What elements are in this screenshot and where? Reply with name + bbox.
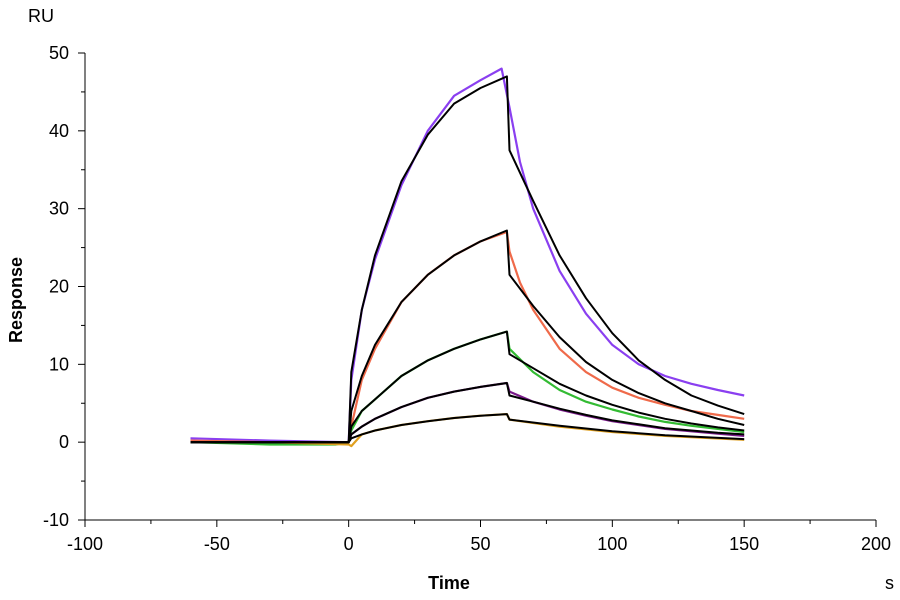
x-tick-label: 200 xyxy=(861,534,891,554)
y-axis-title: Response xyxy=(6,257,26,343)
x-tick-label: 100 xyxy=(597,534,627,554)
data-curve xyxy=(190,67,745,444)
x-axis-title: Time xyxy=(428,573,470,593)
y-tick-label: -10 xyxy=(43,510,69,530)
y-tick-label: 10 xyxy=(49,354,69,374)
y-tick-label: 40 xyxy=(49,121,69,141)
fit-curve xyxy=(190,382,745,444)
x-tick-label: -100 xyxy=(67,534,103,554)
series-group xyxy=(190,67,745,448)
x-unit-label: s xyxy=(885,573,894,593)
data-curve xyxy=(190,230,745,444)
y-tick-label: 0 xyxy=(59,432,69,452)
fit-curve xyxy=(190,75,745,444)
fit-curve xyxy=(190,330,745,444)
x-tick-label: -50 xyxy=(204,534,230,554)
y-tick-label: 30 xyxy=(49,199,69,219)
fit-curve xyxy=(190,229,745,444)
y-unit-label: RU xyxy=(28,6,54,26)
x-tick-label: 0 xyxy=(344,534,354,554)
x-tick-label: 50 xyxy=(470,534,490,554)
data-curve xyxy=(190,381,745,444)
y-tick-label: 20 xyxy=(49,277,69,297)
y-tick-label: 50 xyxy=(49,43,69,63)
fit-curve xyxy=(190,413,745,444)
x-tick-label: 150 xyxy=(729,534,759,554)
